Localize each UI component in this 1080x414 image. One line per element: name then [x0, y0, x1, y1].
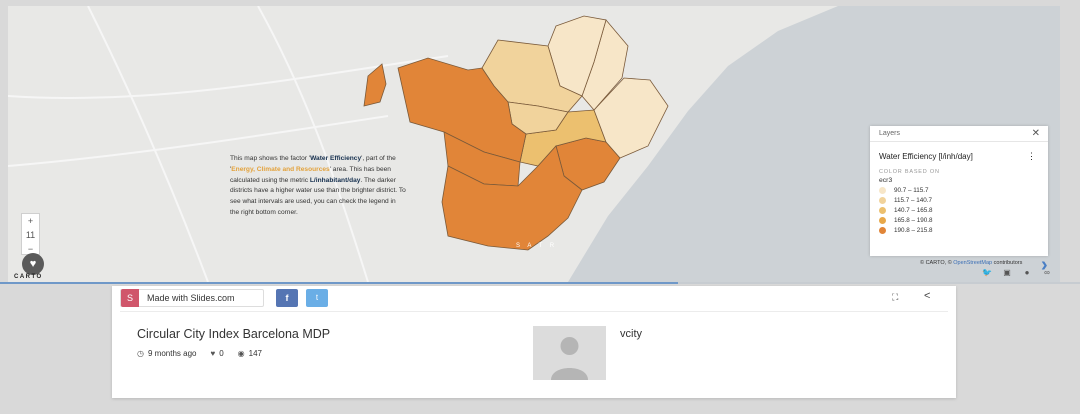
- slides-logo-icon: S: [121, 289, 139, 307]
- district-sants[interactable]: [441, 145, 583, 251]
- heart-icon[interactable]: ♥: [22, 253, 44, 275]
- legend-field: ecr3: [879, 177, 893, 184]
- share-icon[interactable]: <: [924, 290, 931, 302]
- clock-icon: ◷: [137, 349, 144, 358]
- zoom-in-button[interactable]: +: [27, 216, 34, 226]
- legend-color-based-on: COLOR BASED ON: [879, 169, 940, 175]
- twitter-share-button[interactable]: t: [306, 289, 328, 307]
- zoom-control: + 11 −: [21, 213, 40, 255]
- legend-item: 115.7 – 140.7: [870, 194, 1048, 204]
- made-with-slides-button[interactable]: S Made with Slides.com: [120, 289, 264, 307]
- next-slide-arrow-icon[interactable]: ›: [1041, 254, 1048, 276]
- more-vertical-icon[interactable]: ⋮: [1027, 151, 1036, 161]
- legend-swatch: [879, 227, 886, 234]
- legend-header: Layers: [879, 130, 901, 137]
- heart-icon[interactable]: ♥: [210, 349, 216, 358]
- map-description: This map shows the factor 'Water Efficie…: [230, 155, 406, 216]
- made-with-label: Made with Slides.com: [147, 293, 235, 303]
- linkedin-icon[interactable]: ▣: [1003, 268, 1011, 277]
- twitter-icon[interactable]: 🐦: [982, 268, 992, 277]
- legend-item: 190.8 – 215.8: [870, 224, 1048, 234]
- avatar[interactable]: [533, 326, 606, 380]
- share-icons: 🐦 ▣ ● ∞: [982, 268, 1052, 277]
- zoom-out-button[interactable]: −: [27, 244, 34, 254]
- deck-likes: 0: [219, 349, 224, 358]
- legend-item: 90.7 – 115.7: [870, 184, 1048, 194]
- user-name[interactable]: vcity: [620, 328, 642, 340]
- legend-item-label: 190.8 – 215.8: [894, 227, 933, 234]
- deck-time: 9 months ago: [147, 349, 197, 358]
- divider: [120, 311, 948, 312]
- close-icon[interactable]: ✕: [1031, 128, 1040, 139]
- map-view[interactable]: S A T R This map shows the factor 'Water…: [8, 6, 1060, 282]
- legend-item: 165.8 – 190.8: [870, 214, 1048, 224]
- svg-text:S A T R: S A T R: [516, 243, 557, 249]
- eye-icon: ◉: [237, 349, 245, 358]
- legend-swatch: [879, 207, 886, 214]
- deck-views: 147: [248, 349, 263, 358]
- legend-swatch: [879, 197, 886, 204]
- progress-fill: [0, 282, 679, 284]
- legend-swatch: [879, 217, 886, 224]
- facebook-icon[interactable]: ●: [1024, 268, 1030, 277]
- layers-legend: Layers ✕ Water Efficiency [l/inh/day] ⋮ …: [870, 126, 1048, 256]
- legend-title: Water Efficiency [l/inh/day]: [879, 152, 973, 161]
- legend-item-label: 140.7 – 165.8: [894, 207, 933, 214]
- deck-meta: ◷ 9 months ago ♥ 0 ◉ 147: [137, 349, 262, 358]
- progress-bar: [0, 282, 1080, 284]
- link-icon[interactable]: ∞: [1044, 268, 1050, 277]
- legend-swatch: [879, 187, 886, 194]
- fullscreen-icon[interactable]: ⛶: [892, 292, 899, 302]
- deck-title[interactable]: Circular City Index Barcelona MDP: [137, 327, 331, 341]
- map-attribution: © CARTO, © OpenStreetMap contributors: [920, 260, 1023, 266]
- facebook-share-button[interactable]: f: [276, 289, 298, 307]
- legend-item-label: 165.8 – 190.8: [894, 217, 933, 224]
- legend-item-label: 90.7 – 115.7: [894, 187, 929, 194]
- deck-info-card: S Made with Slides.com f t ⛶ < Circular …: [112, 286, 956, 398]
- zoom-level: 11: [25, 230, 36, 240]
- carto-logo: CARTO: [14, 274, 43, 280]
- osm-link[interactable]: OpenStreetMap: [953, 260, 993, 266]
- district-sant-marti[interactable]: [593, 77, 669, 159]
- legend-item: 140.7 – 165.8: [870, 204, 1048, 214]
- legend-item-label: 115.7 – 140.7: [894, 197, 933, 204]
- district-montjuic[interactable]: [363, 63, 387, 107]
